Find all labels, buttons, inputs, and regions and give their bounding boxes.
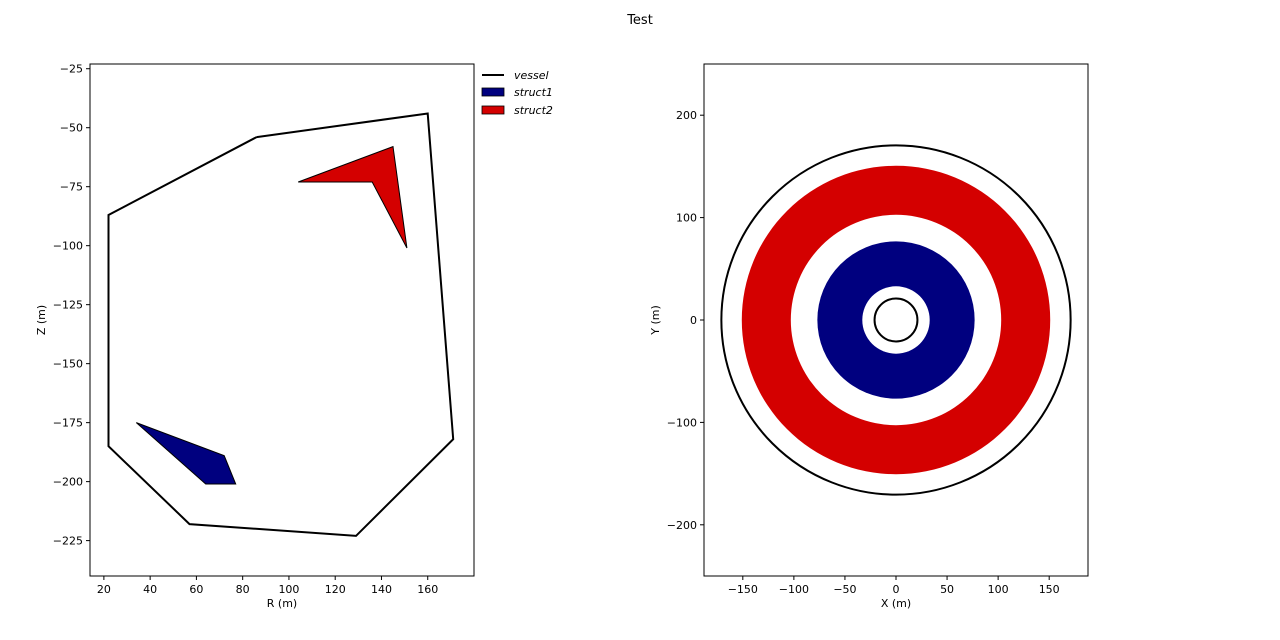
right-chart: −150 −100 −50 0 50 100 150 200 100 0 −100 −200 X (m… xyxy=(649,63,1089,610)
left-y-tick-label: −50 xyxy=(60,122,83,135)
left-x-tick-label: 100 xyxy=(278,583,299,596)
left-x-tick-label: 20 xyxy=(97,583,111,596)
left-x-tick-label: 60 xyxy=(189,583,203,596)
series-struct1 xyxy=(135,422,237,485)
right-y-axis-label: Y (m) xyxy=(649,305,662,336)
series-struct2 xyxy=(298,145,408,249)
right-y-tick-label: 0 xyxy=(690,314,697,327)
left-x-tick-label: 80 xyxy=(236,583,250,596)
right-x-tick-label: 100 xyxy=(988,583,1009,596)
right-y-tick-label: −100 xyxy=(667,416,697,429)
left-x-axis-label: R (m) xyxy=(267,597,297,610)
left-axes-frame xyxy=(89,63,475,577)
ring-annulus xyxy=(741,165,1051,475)
left-x-tick-label: 120 xyxy=(325,583,346,596)
right-x-tick-label: −150 xyxy=(728,583,758,596)
legend-vessel-label: vessel xyxy=(514,69,549,82)
left-x-tick-label: 40 xyxy=(143,583,157,596)
ring-disc xyxy=(862,286,930,354)
right-plot-content xyxy=(720,144,1072,496)
right-x-axis-label: X (m) xyxy=(881,597,911,610)
left-chart: 20 40 60 80 100 120 140 160 −25 −50 −75 −100 −125 −15… xyxy=(35,63,475,610)
right-ticks: −150 −100 −50 0 50 100 150 200 100 0 −100 −200 xyxy=(667,109,1060,596)
series-vessel xyxy=(107,112,455,537)
left-y-tick-label: −225 xyxy=(53,535,83,548)
ring-circle xyxy=(720,144,1072,496)
left-x-tick-label: 140 xyxy=(371,583,392,596)
right-x-tick-label: −50 xyxy=(833,583,856,596)
left-y-tick-label: −25 xyxy=(60,63,83,76)
left-y-tick-label: −125 xyxy=(53,299,83,312)
left-y-tick-label: −150 xyxy=(53,358,83,371)
left-y-tick-label: −175 xyxy=(53,417,83,430)
legend-struct2-label: struct2 xyxy=(514,104,553,117)
left-x-tick-label: 160 xyxy=(417,583,438,596)
right-y-tick-label: 200 xyxy=(676,109,697,122)
right-x-tick-label: 0 xyxy=(893,583,900,596)
left-plot-content xyxy=(107,112,455,537)
legend-struct2-swatch xyxy=(481,105,505,115)
legend-struct1-label: struct1 xyxy=(514,86,553,99)
right-x-tick-label: 50 xyxy=(940,583,954,596)
legend: vessel struct1 struct2 xyxy=(481,69,553,117)
right-x-tick-label: −100 xyxy=(779,583,809,596)
left-y-tick-label: −200 xyxy=(53,476,83,489)
figure-title: Test xyxy=(626,13,653,28)
right-y-tick-label: −200 xyxy=(667,519,697,532)
left-y-tick-label: −100 xyxy=(53,240,83,253)
left-y-tick-label: −75 xyxy=(60,181,83,194)
right-x-tick-label: 150 xyxy=(1039,583,1060,596)
legend-struct1-swatch xyxy=(481,87,505,97)
ring-circle xyxy=(873,297,919,343)
left-ticks: 20 40 60 80 100 120 140 160 −25 −50 −75 −100 −125 −15… xyxy=(53,63,438,596)
left-y-axis-label: Z (m) xyxy=(35,305,48,335)
right-y-tick-label: 100 xyxy=(676,212,697,225)
